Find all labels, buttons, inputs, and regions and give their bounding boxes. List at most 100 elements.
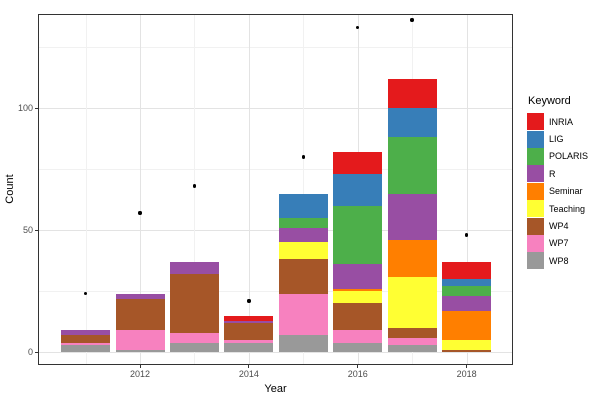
bar-segment-2018-Seminar — [442, 310, 492, 341]
legend-swatch-Teaching — [527, 200, 544, 218]
legend-label: POLARIS — [549, 151, 589, 162]
legend-label: Seminar — [549, 186, 583, 197]
y-axis-tick — [35, 107, 38, 109]
legend-swatch-INRIA — [527, 113, 544, 131]
x-tick-label: 2012 — [130, 369, 151, 379]
bar-segment-2017-POLARIS — [387, 137, 437, 194]
legend-label: WP8 — [549, 255, 569, 266]
bar-segment-2016-WP8 — [333, 342, 383, 353]
bar-segment-2016-Seminar — [333, 288, 383, 292]
bar-segment-2015-WP4 — [278, 259, 328, 294]
y-axis-title: Count — [4, 174, 16, 204]
y-minor-gridline — [39, 46, 512, 48]
data-point-2015 — [301, 155, 305, 159]
bar-segment-2015-Teaching — [278, 242, 328, 260]
legend-label: R — [549, 168, 556, 179]
bar-segment-2017-Seminar — [387, 239, 437, 277]
x-axis-tick — [357, 365, 359, 368]
x-tick-label: 2018 — [456, 369, 477, 379]
bar-segment-2018-POLARIS — [442, 286, 492, 297]
legend-label: WP4 — [549, 221, 569, 232]
bar-segment-2014-WP7 — [224, 340, 274, 343]
x-minor-gridline — [303, 15, 305, 364]
x-tick-label: 2014 — [238, 369, 259, 379]
bar-segment-2012-R — [115, 293, 165, 299]
legend-label: WP7 — [549, 238, 569, 249]
legend-swatch-R — [527, 165, 544, 183]
x-major-gridline — [248, 15, 250, 364]
legend-swatch-POLARIS — [527, 147, 544, 165]
data-point-2017 — [410, 18, 414, 22]
data-point-2013 — [192, 184, 197, 188]
bar-segment-2017-Teaching — [387, 276, 437, 328]
y-axis-tick — [35, 351, 38, 353]
legend-entry-WP7: WP7 — [527, 234, 588, 252]
bar-segment-2018-INRIA — [442, 261, 492, 279]
legend-entry-POLARIS: POLARIS — [527, 147, 589, 165]
bar-segment-2016-INRIA — [333, 151, 383, 174]
bar-segment-2016-LIG — [333, 173, 383, 206]
x-axis-tick — [466, 365, 468, 368]
x-major-gridline — [466, 15, 468, 364]
bar-segment-2011-WP4 — [61, 335, 111, 343]
bar-segment-2016-POLARIS — [333, 205, 383, 265]
bar-segment-2012-WP7 — [115, 330, 165, 350]
bar-segment-2016-WP7 — [333, 330, 383, 343]
legend-entry-R: R — [527, 165, 588, 183]
bar-segment-2011-WP8 — [61, 344, 111, 353]
x-axis-tick — [248, 365, 250, 368]
y-minor-gridline — [39, 169, 512, 171]
legend-entry-Teaching: Teaching — [527, 200, 588, 218]
bar-segment-2014-R — [224, 320, 274, 323]
data-point-2011 — [83, 291, 88, 296]
x-minor-gridline — [85, 15, 87, 364]
legend-title: Keyword — [528, 95, 571, 107]
bar-segment-2018-WP4 — [442, 349, 492, 353]
x-tick-label: 2016 — [347, 369, 368, 379]
legend-swatch-Seminar — [527, 182, 544, 200]
bar-segment-2015-R — [278, 227, 328, 243]
legend-label: LIG — [549, 134, 564, 145]
legend-swatch-WP7 — [527, 234, 544, 252]
y-tick-label: 0 — [27, 347, 33, 358]
legend-entries: INRIA LIG POLARIS R Seminar Teaching WP4 WP7 WP8 — [527, 113, 588, 270]
y-minor-gridline — [39, 291, 512, 293]
bar-segment-2014-WP4 — [224, 322, 274, 341]
y-major-gridline — [39, 352, 512, 354]
bar-segment-2015-WP7 — [278, 293, 328, 336]
y-axis-tick — [35, 229, 38, 231]
legend-entry-INRIA: INRIA — [527, 113, 588, 131]
bar-segment-2018-Teaching — [442, 340, 492, 350]
bar-segment-2015-LIG — [278, 193, 328, 218]
data-point-2018 — [464, 233, 469, 237]
bar-segment-2011-WP7 — [61, 342, 111, 345]
bar-segment-2013-WP7 — [169, 332, 219, 343]
bar-segment-2012-WP8 — [115, 349, 165, 353]
bar-segment-2011-R — [61, 330, 111, 336]
bar-segment-2015-POLARIS — [278, 217, 328, 228]
y-major-gridline — [39, 108, 512, 109]
bar-segment-2016-WP4 — [333, 303, 383, 331]
data-point-2012 — [138, 211, 142, 215]
legend-entry-WP4: WP4 — [527, 217, 588, 235]
bar-segment-2013-R — [169, 261, 219, 275]
bar-segment-2014-WP8 — [224, 342, 274, 353]
legend-swatch-LIG — [527, 130, 544, 148]
bar-segment-2013-WP8 — [169, 342, 219, 353]
x-major-gridline — [140, 15, 142, 364]
legend-swatch-WP8 — [527, 252, 544, 270]
bar-segment-2014-INRIA — [224, 315, 274, 321]
y-major-gridline — [39, 230, 512, 232]
x-minor-gridline — [194, 15, 196, 364]
legend: Keyword INRIA LIG POLARIS R Seminar Teaching W… — [527, 95, 588, 270]
bar-segment-2016-R — [333, 264, 383, 289]
legend-label: Teaching — [549, 203, 586, 214]
legend-entry-WP8: WP8 — [527, 252, 588, 270]
bar-segment-2018-LIG — [442, 279, 492, 287]
y-tick-label: 50 — [22, 225, 33, 236]
bar-segment-2017-R — [387, 193, 437, 240]
legend-entry-Seminar: Seminar — [527, 182, 588, 200]
plot-panel — [38, 14, 513, 365]
bar-segment-2015-WP8 — [278, 335, 328, 353]
